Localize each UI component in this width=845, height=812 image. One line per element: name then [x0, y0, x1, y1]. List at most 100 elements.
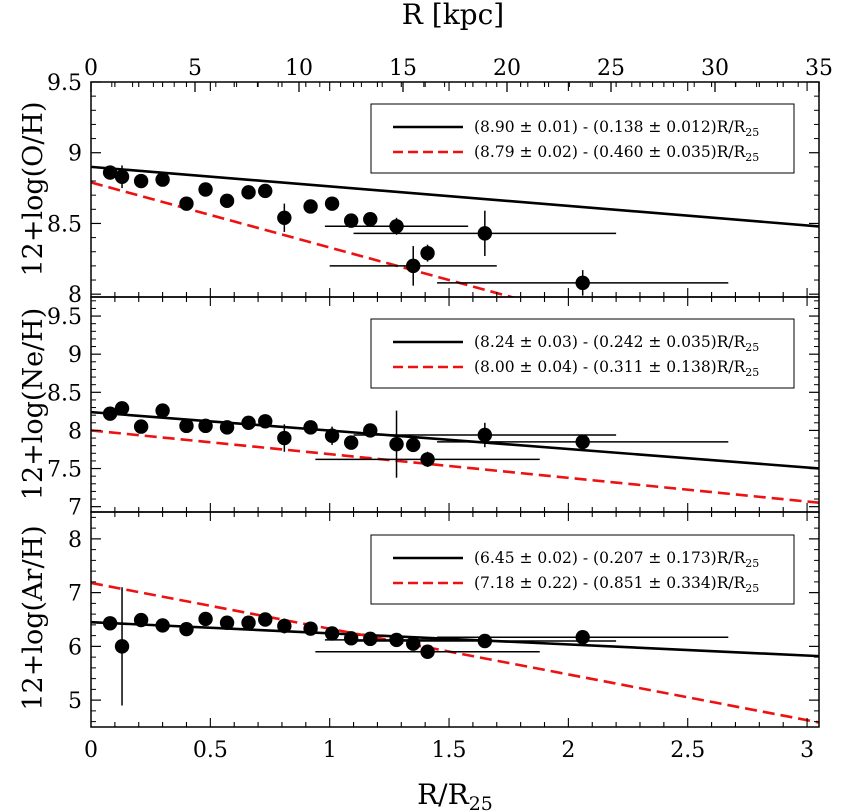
legend-label-dashed: (8.00 ± 0.04) - (0.311 ± 0.138)R/R25: [474, 358, 759, 379]
y-axis: 8 8.5 9 9.5: [47, 71, 819, 308]
data-point: [303, 420, 318, 435]
y-axis: 7 7.5 8 8.5 9 9.5: [47, 297, 819, 521]
data-point: [324, 196, 340, 211]
data-point: [155, 618, 170, 633]
data-point: [198, 182, 213, 197]
data-point: [406, 437, 421, 453]
bottom-tick-label: 0: [84, 738, 98, 763]
panel-frame: [90, 511, 820, 728]
legend-label-dashed: (7.18 ± 0.22) - (0.851 ± 0.334)R/R25: [474, 574, 759, 595]
data-point: [575, 434, 590, 450]
data-point: [114, 639, 130, 654]
y-axis: 5 6 7 8: [68, 512, 819, 727]
data-points: [102, 165, 590, 291]
ylabel-oxygen: 12+log(O/H): [18, 102, 49, 277]
legend: (8.90 ± 0.01) - (0.138 ± 0.012)R/R25 (8.…: [370, 103, 795, 174]
data-point: [258, 183, 273, 199]
data-point: [477, 226, 493, 241]
data-point: [155, 172, 170, 187]
data-point: [343, 435, 359, 450]
legend: (8.24 ± 0.03) - (0.242 ± 0.035)R/R25 (8.…: [370, 318, 795, 389]
y-tick-label: 8: [68, 419, 82, 444]
data-point: [420, 452, 435, 467]
data-point: [179, 418, 194, 434]
top-tick-label: 15: [389, 56, 417, 81]
data-points: [102, 611, 590, 659]
data-point: [477, 427, 493, 443]
y-tick-label: 8: [68, 283, 82, 308]
data-point: [363, 423, 378, 438]
ylabel-neon: 12+log(Ne/H): [18, 308, 49, 500]
data-point: [219, 193, 235, 209]
data-point: [102, 406, 118, 421]
y-tick-label: 7.5: [47, 458, 82, 483]
data-point: [406, 258, 421, 274]
y-tick-label: 9.5: [47, 305, 82, 330]
data-point: [477, 633, 493, 649]
data-point: [133, 419, 149, 434]
y-tick-label: 5: [68, 689, 82, 714]
data-point: [102, 165, 118, 180]
data-point: [363, 631, 378, 647]
data-point: [133, 612, 149, 628]
bottom-tick-label: 1.5: [432, 738, 467, 763]
y-tick-label: 9: [68, 343, 82, 368]
data-point: [389, 632, 404, 648]
data-point: [258, 612, 273, 627]
y-tick-label: 9: [68, 142, 82, 167]
bottom-tick-label: 2.5: [670, 738, 705, 763]
data-point: [324, 626, 340, 641]
top-tick-label: 25: [597, 56, 625, 81]
data-point: [179, 621, 194, 637]
y-tick-label: 8.5: [47, 212, 82, 237]
top-axis-title: R [kpc]: [402, 0, 504, 31]
ylabel-argon: 12+log(Ar/H): [18, 525, 49, 710]
legend-label-solid: (8.90 ± 0.01) - (0.138 ± 0.012)R/R25: [474, 118, 759, 139]
data-point: [575, 275, 590, 291]
legend-box: [370, 318, 795, 389]
data-point: [303, 199, 318, 214]
data-point: [277, 210, 292, 225]
data-point: [241, 415, 256, 430]
bottom-tick-label: 1: [323, 738, 337, 763]
data-point: [241, 185, 256, 200]
data-point: [133, 173, 149, 189]
top-axis: 0 5 10 15 20 25 30 35: [84, 56, 833, 92]
data-point: [303, 621, 318, 636]
top-tick-label: 10: [285, 56, 313, 81]
fit-line-solid: [91, 620, 819, 658]
data-point: [258, 414, 273, 429]
data-point: [114, 401, 130, 416]
y-tick-label: 7: [68, 496, 82, 521]
data-point: [343, 631, 359, 646]
data-point: [102, 616, 118, 631]
bottom-tick-label: 0.5: [193, 738, 228, 763]
data-point: [343, 213, 359, 228]
data-point: [277, 618, 292, 634]
top-tick-label: 20: [493, 56, 521, 81]
fit-lines: [91, 165, 819, 297]
panel-argon: 5 6 7 8 (6.45 ± 0.02) - (0.207 ± 0.173)R/R2…: [18, 511, 820, 728]
fit-line-dashed: [91, 429, 819, 505]
fit-line-solid: [91, 410, 819, 470]
data-point: [420, 644, 435, 659]
top-tick-label: 5: [188, 56, 202, 81]
panel-neon: 7 7.5 8 8.5 9 9.5 (8.24 ± 0.03) - (0.242 ± 0.…: [18, 296, 820, 521]
data-point: [219, 420, 235, 435]
legend-label-solid: (8.24 ± 0.03) - (0.242 ± 0.035)R/R25: [474, 333, 759, 354]
y-tick-label: 8: [68, 528, 82, 553]
bottom-axis-title: R/R25: [417, 778, 493, 812]
data-point: [179, 196, 194, 211]
bottom-axis: 0 0.5 1 1.5 2 2.5 3: [84, 738, 814, 763]
data-point: [389, 219, 404, 234]
data-point: [114, 169, 130, 184]
y-tick-label: 7: [68, 582, 82, 607]
legend-label-solid: (6.45 ± 0.02) - (0.207 ± 0.173)R/R25: [474, 549, 759, 570]
data-point: [219, 615, 235, 630]
data-point: [363, 212, 378, 227]
data-point: [277, 430, 292, 446]
data-point: [324, 428, 340, 443]
data-point: [420, 245, 435, 261]
data-point: [198, 418, 213, 434]
